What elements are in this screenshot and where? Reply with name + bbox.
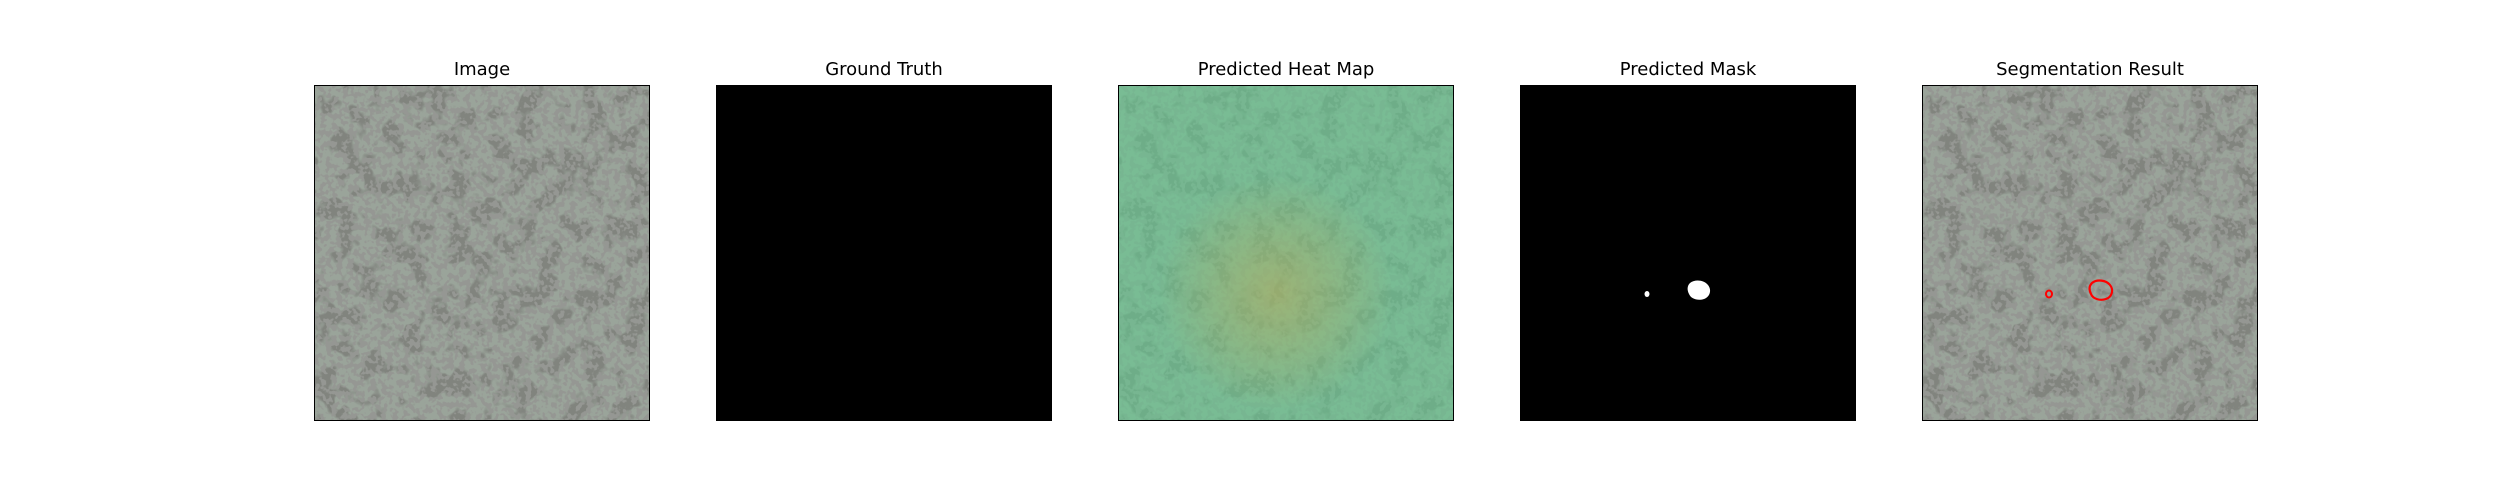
panel-title-predicted-mask: Predicted Mask bbox=[1619, 59, 1757, 80]
segmentation-result-panel bbox=[1922, 85, 2258, 421]
contour-small bbox=[2045, 289, 2053, 299]
heat-map-image bbox=[1119, 86, 1453, 420]
panel-title-ground-truth: Ground Truth bbox=[825, 59, 943, 80]
predicted-mask-panel bbox=[1520, 85, 1856, 421]
segmentation-image bbox=[1923, 86, 2257, 420]
predicted-mask bbox=[1521, 86, 1855, 420]
texture-specks bbox=[315, 86, 649, 420]
contour-large bbox=[2088, 279, 2114, 301]
texture-image bbox=[315, 86, 649, 420]
mask-background bbox=[1521, 86, 1855, 420]
panel-title-heat-map: Predicted Heat Map bbox=[1197, 59, 1375, 80]
panel-title-segmentation-result: Segmentation Result bbox=[1996, 59, 2184, 80]
segmentation-specks bbox=[1923, 86, 2257, 420]
heat-map-panel bbox=[1118, 85, 1454, 421]
ground-truth-fill bbox=[717, 86, 1051, 420]
heat-map-warm-region bbox=[1119, 86, 1453, 420]
image-panel bbox=[314, 85, 650, 421]
mask-blob-large bbox=[1687, 280, 1711, 300]
ground-truth-mask bbox=[717, 86, 1051, 420]
mask-blob-small bbox=[1644, 291, 1650, 297]
panel-title-image: Image bbox=[453, 59, 511, 80]
ground-truth-panel bbox=[716, 85, 1052, 421]
